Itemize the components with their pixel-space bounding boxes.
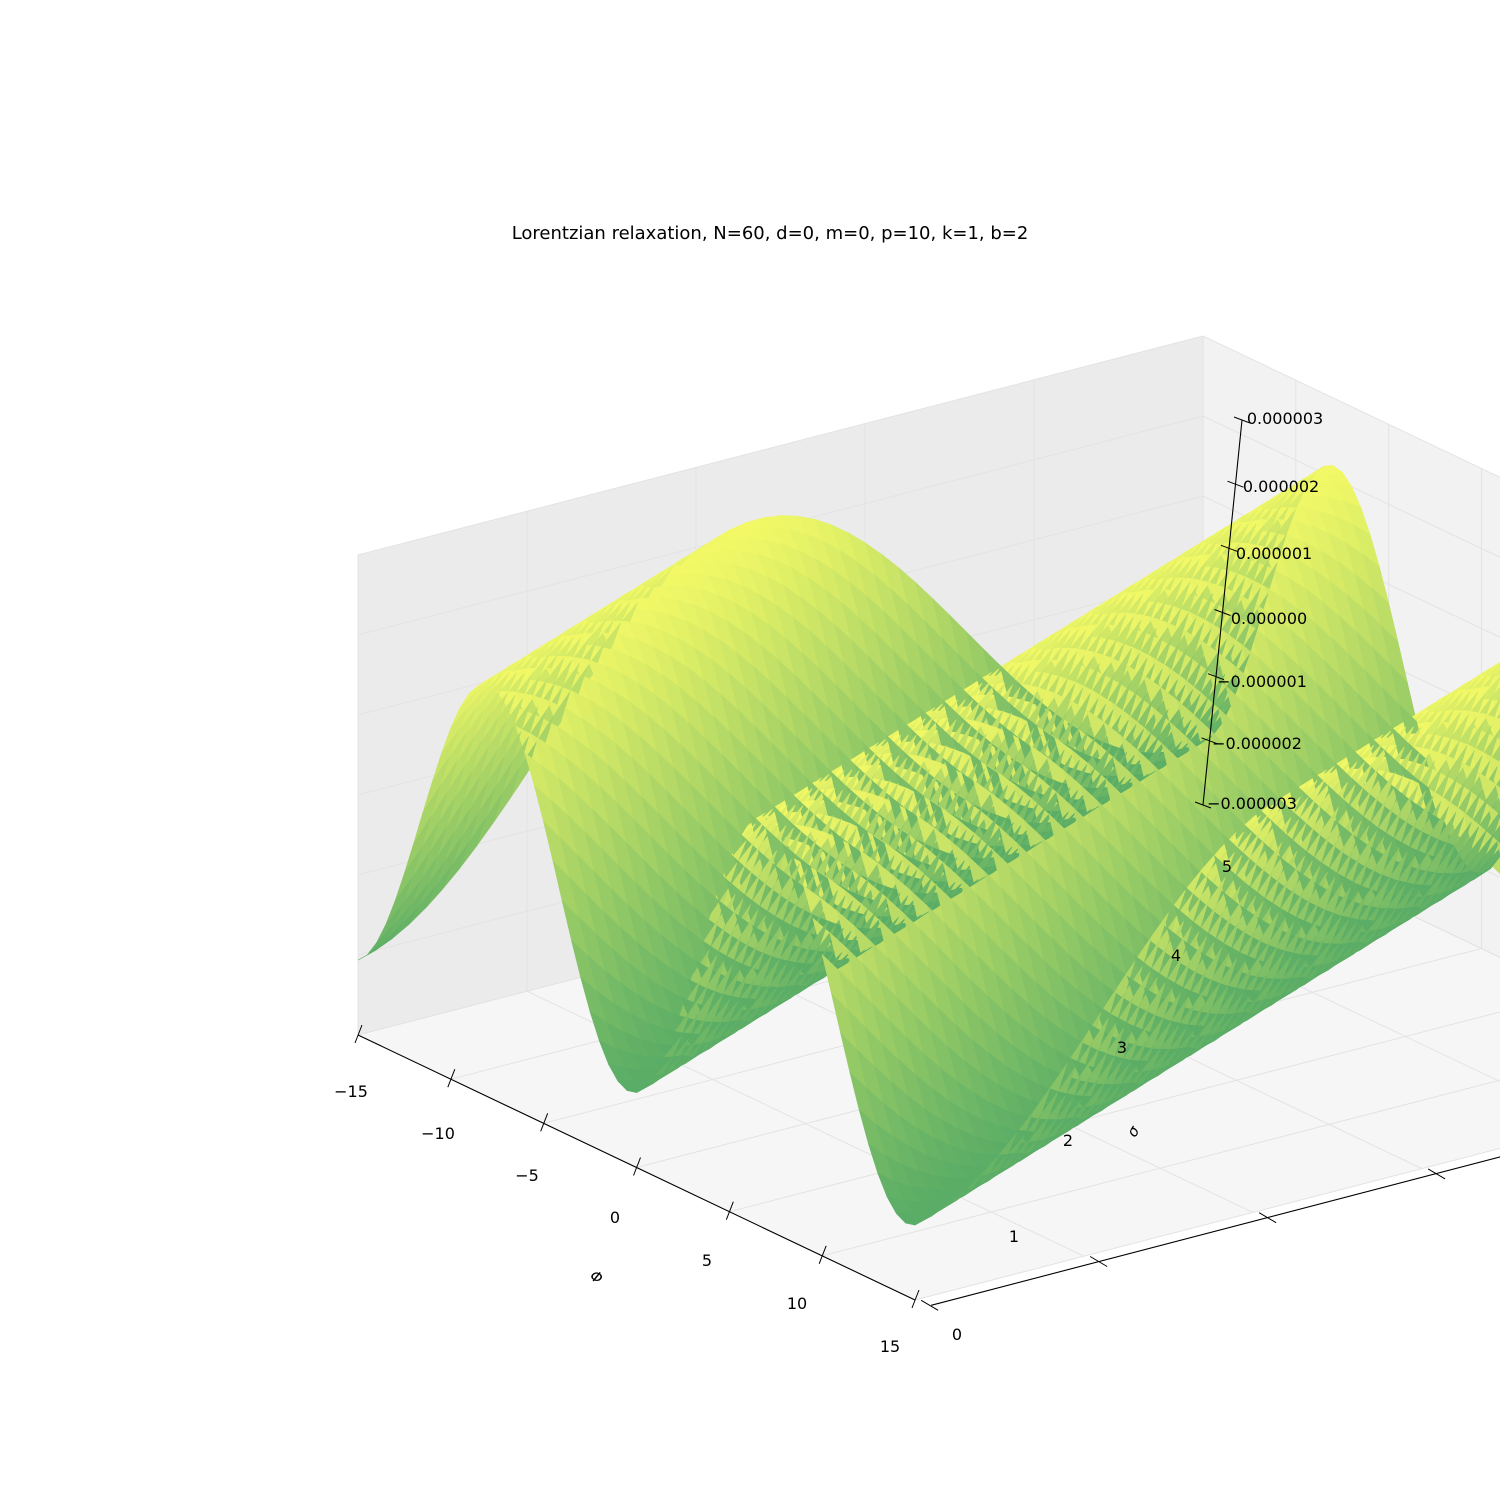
x-grid-line — [914, 1147, 1500, 1301]
z-tick-mark — [1220, 544, 1238, 552]
x-axis-ticks: −15 −10 −5 0 5 10 15 — [334, 1024, 920, 1356]
x-tick-label: −5 — [515, 1166, 539, 1185]
y-tick-label: 1 — [1009, 1227, 1019, 1246]
z-axis-ticks: −0.000003 −0.000002 −0.000001 0.000000 0.000… — [1194, 409, 1323, 813]
y-tick-mark — [1427, 1168, 1446, 1180]
x-tick-label: 5 — [702, 1251, 712, 1270]
x-tick-label: 10 — [787, 1294, 807, 1313]
x-axis-label: Φ — [587, 1266, 606, 1288]
surface-facet — [627, 1083, 654, 1093]
z-tick-label: 0.000002 — [1243, 477, 1319, 496]
x-tick-mark — [818, 1245, 827, 1265]
y-tick-label: 4 — [1171, 946, 1181, 965]
x-tick-mark — [633, 1157, 641, 1176]
z-grid-line — [357, 415, 1500, 636]
y-tick-label: 0 — [952, 1325, 962, 1344]
z-grid-line — [357, 335, 1500, 556]
surface-mesh — [357, 465, 1500, 1226]
x-tick-mark — [447, 1068, 456, 1088]
z-tick-label: −0.000003 — [1207, 794, 1297, 813]
z-tick-label: 0.000003 — [1247, 409, 1323, 428]
z-tick-mark — [1214, 609, 1231, 616]
y-tick-label: 2 — [1063, 1131, 1073, 1150]
y-tick-mark — [920, 1299, 939, 1311]
y-tick-label: 5 — [1222, 857, 1232, 876]
z-tick-mark — [1201, 737, 1218, 745]
y-tick-mark — [1258, 1212, 1277, 1224]
x-grid-line — [822, 1079, 1500, 1257]
z-tick-label: 0.000000 — [1231, 609, 1307, 628]
z-tick-label: −0.000001 — [1217, 672, 1307, 691]
z-tick-mark — [1227, 480, 1244, 488]
surface-facet — [905, 1215, 933, 1226]
z-tick-label: 0.000001 — [1236, 544, 1312, 563]
z-tick-mark — [1233, 416, 1251, 424]
surface-facet — [1494, 783, 1500, 803]
x-tick-mark — [725, 1201, 734, 1220]
x-tick-label: −10 — [421, 1124, 455, 1143]
x-tick-mark — [540, 1113, 549, 1132]
chart-title: Lorentzian relaxation, N=60, d=0, m=0, p… — [512, 223, 1029, 244]
z-tick-label: −0.000002 — [1212, 734, 1302, 753]
x-tick-mark — [354, 1024, 363, 1044]
z-tick-mark — [1207, 673, 1225, 681]
y-axis-ticks: 0 1 2 3 4 5 — [920, 857, 1446, 1344]
x-tick-label: 0 — [610, 1208, 620, 1227]
x-tick-mark — [911, 1289, 920, 1309]
y-tick-mark — [1089, 1256, 1108, 1267]
surface-facet — [357, 941, 385, 961]
surface-facet — [1496, 840, 1500, 855]
x-tick-label: 15 — [880, 1337, 900, 1356]
z-tick-mark — [1194, 801, 1212, 809]
x-tick-label: −15 — [334, 1082, 368, 1101]
y-tick-label: 3 — [1117, 1038, 1127, 1057]
y-axis-line — [931, 1156, 1500, 1306]
